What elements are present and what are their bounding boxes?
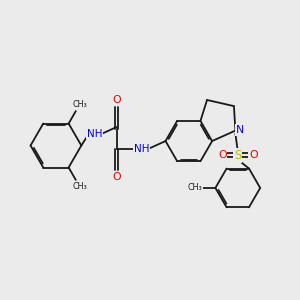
- Text: S: S: [234, 148, 242, 162]
- Text: CH₃: CH₃: [72, 182, 87, 190]
- Text: CH₃: CH₃: [72, 100, 87, 109]
- Text: O: O: [249, 150, 258, 160]
- Text: O: O: [218, 150, 226, 160]
- Text: NH: NH: [87, 129, 103, 139]
- Text: N: N: [236, 125, 244, 135]
- Text: O: O: [112, 95, 121, 105]
- Text: CH₃: CH₃: [188, 183, 203, 192]
- Text: NH: NH: [134, 143, 149, 154]
- Text: O: O: [112, 172, 121, 182]
